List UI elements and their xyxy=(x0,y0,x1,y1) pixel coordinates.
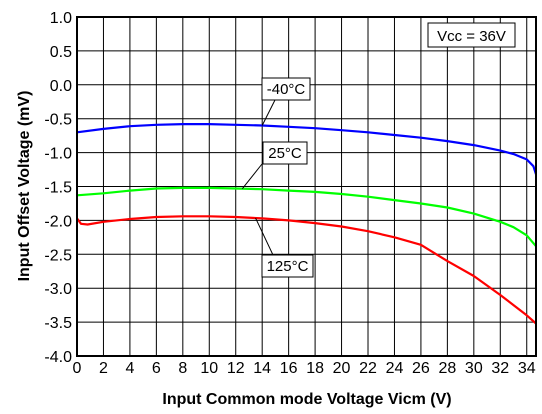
x-tick-label: 6 xyxy=(152,360,161,377)
y-tick-label: -2.0 xyxy=(44,213,72,230)
series-label-box xyxy=(261,77,311,101)
x-tick-label: 32 xyxy=(491,360,509,377)
leader-line xyxy=(241,163,263,190)
x-tick-label: 10 xyxy=(200,360,218,377)
y-axis-title: Input Offset Voltage (mV) xyxy=(16,91,33,282)
annotation-text: Vcc = 36V xyxy=(437,28,506,45)
series-label: 125°C xyxy=(267,258,309,275)
x-tick-label: 0 xyxy=(73,360,82,377)
series-line-1 xyxy=(76,186,537,247)
x-tick-label: 34 xyxy=(518,360,536,377)
leader-line xyxy=(255,217,274,256)
series-label: -40°C xyxy=(267,81,306,98)
x-axis-title: Input Common mode Voltage Vicm (V) xyxy=(162,391,451,408)
x-tick-label: 16 xyxy=(280,360,298,377)
series-label-box xyxy=(262,141,308,165)
label-leaders xyxy=(241,99,276,256)
y-tick-label: 0.5 xyxy=(50,44,72,61)
x-tick-label: 2 xyxy=(99,360,108,377)
x-tick-label: 20 xyxy=(333,360,351,377)
series-line-0 xyxy=(76,123,538,175)
x-tick-label: 26 xyxy=(412,360,430,377)
y-tick-label: -3.5 xyxy=(44,315,72,332)
x-tick-label: 8 xyxy=(178,360,187,377)
grid xyxy=(76,16,536,357)
x-tick-label: 22 xyxy=(359,360,377,377)
y-tick-label: 0.0 xyxy=(50,78,72,95)
y-tick-label: -0.5 xyxy=(44,112,72,129)
annotation-frame xyxy=(427,22,516,48)
y-tick-label: -3.0 xyxy=(44,281,72,298)
plot-frame xyxy=(76,16,537,357)
y-tick-label: -2.5 xyxy=(44,247,72,264)
x-tick-label: 18 xyxy=(306,360,324,377)
y-tick-label: -1.0 xyxy=(44,146,72,163)
x-tick-label: 14 xyxy=(253,360,271,377)
x-tick-label: 12 xyxy=(227,360,245,377)
leader-line xyxy=(261,99,276,126)
curves xyxy=(76,123,538,325)
x-tick-label: 30 xyxy=(465,360,483,377)
y-tick-label: 1.0 xyxy=(50,10,72,27)
x-tick-label: 28 xyxy=(438,360,456,377)
series-label: 25°C xyxy=(268,145,302,162)
series-line-2 xyxy=(76,215,537,325)
y-tick-label: -1.5 xyxy=(44,180,72,197)
y-tick-label: -4.0 xyxy=(44,349,72,366)
x-tick-label: 4 xyxy=(125,360,134,377)
series-labels: -40°C 25°C 125°C xyxy=(261,77,314,278)
x-tick-label: 24 xyxy=(386,360,404,377)
annotation-box: Vcc = 36V xyxy=(427,22,516,48)
tick-labels: 0 2 4 6 8 10 12 14 16 18 20 22 24 26 28 30 32 341.00.50.0… xyxy=(44,10,535,377)
series-label-box xyxy=(261,254,314,278)
